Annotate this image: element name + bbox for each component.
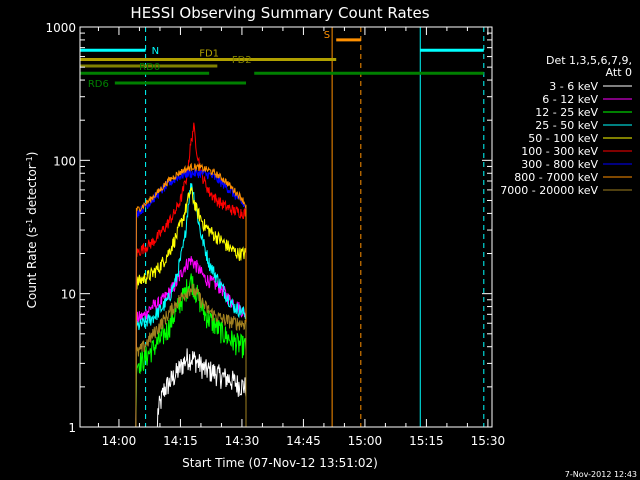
series-line-0: [135, 348, 247, 428]
status-label-n: N: [152, 46, 159, 57]
series-line-8: [135, 283, 247, 428]
y-axis-label: Count Rate (s-1 detector-1): [25, 152, 40, 309]
x-tick-label: 15:30: [471, 434, 506, 448]
timestamp: 7-Nov-2012 12:43: [565, 470, 637, 479]
legend-label: 100 - 300 keV: [521, 145, 598, 158]
legend-label: 6 - 12 keV: [542, 93, 598, 106]
x-axis-label: Start Time (07-Nov-12 13:51:02): [182, 456, 378, 470]
series-line-5: [135, 122, 247, 428]
axis-ticks: 1 10 100 1000 14:00 14:15 14:30 14:45 15:00 15:15…: [45, 21, 505, 448]
legend-label: 800 - 7000 keV: [514, 171, 598, 184]
x-tick-label: 14:15: [163, 434, 198, 448]
legend-header: Det 1,3,5,6,7,9,: [546, 54, 632, 67]
x-tick-label: 14:45: [286, 434, 321, 448]
series-line-4: [135, 187, 247, 428]
chart-title: HESSI Observing Summary Count Rates: [130, 4, 429, 22]
series-line-2: [135, 273, 247, 428]
series-line-3: [135, 183, 247, 428]
status-label-rd0: RD0: [139, 62, 160, 73]
status-label-fd2: FD2: [232, 55, 252, 66]
x-tick-label: 14:00: [102, 434, 137, 448]
x-tick-label: 15:00: [348, 434, 383, 448]
legend-label: 300 - 800 keV: [521, 158, 598, 171]
y-tick-label: 100: [53, 154, 76, 168]
status-label-s: S: [324, 30, 330, 41]
legend-label: 3 - 6 keV: [549, 80, 598, 93]
x-tick-label: 14:30: [225, 434, 260, 448]
status-label-rd6: RD6: [88, 79, 109, 90]
status-label-fd1: FD1: [199, 49, 219, 60]
plot-frame: [79, 26, 493, 428]
legend-label: 50 - 100 keV: [528, 132, 598, 145]
plot-area: N S FD1 FD2 RD0 RD6: [79, 27, 485, 428]
legend-label: 25 - 50 keV: [535, 119, 598, 132]
series-line-1: [135, 256, 247, 428]
series-line-7: [135, 162, 247, 428]
y-tick-label: 10: [61, 288, 76, 302]
legend-label: 12 - 25 keV: [535, 106, 598, 119]
y-tick-label: 1: [68, 421, 76, 435]
y-tick-label: 1000: [45, 21, 76, 35]
legend-header: Att 0: [606, 66, 632, 79]
x-tick-label: 15:15: [409, 434, 444, 448]
legend-label: 7000 - 20000 keV: [500, 184, 598, 197]
